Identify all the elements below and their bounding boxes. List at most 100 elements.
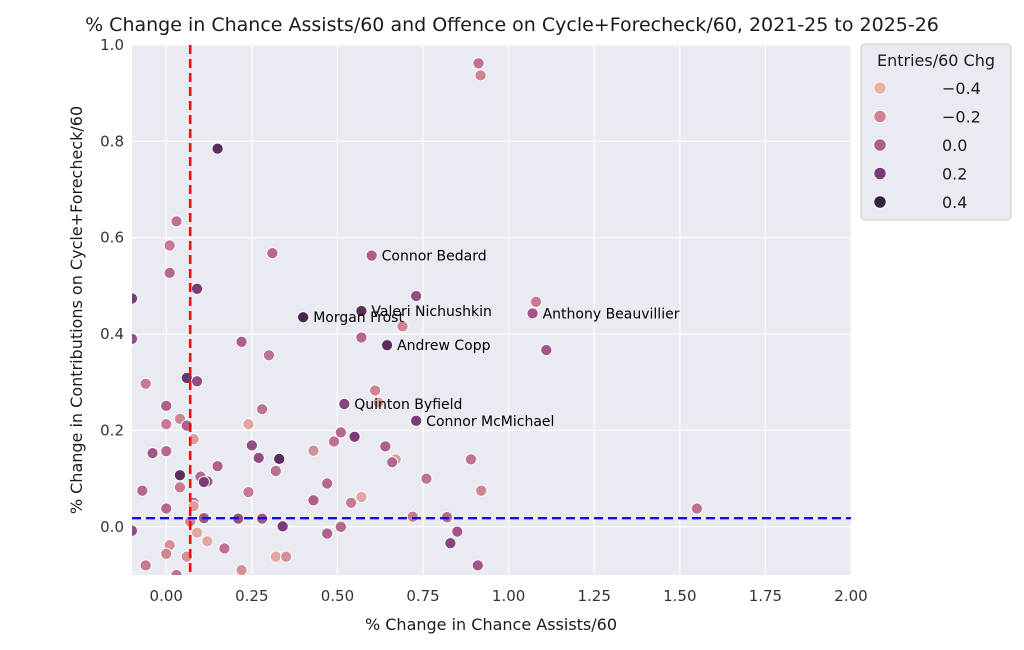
data-point — [338, 397, 351, 411]
data-point — [132, 332, 139, 345]
data-point — [245, 439, 258, 452]
data-point — [160, 445, 173, 458]
data-point — [451, 525, 464, 538]
legend-marker — [873, 166, 887, 181]
legend-label: 0.4 — [942, 193, 967, 212]
data-point — [163, 239, 176, 252]
x-tick-label: 0.50 — [321, 587, 354, 605]
data-point — [327, 435, 341, 448]
data-point — [472, 57, 485, 70]
data-point — [276, 520, 289, 533]
data-point — [297, 311, 310, 324]
data-point — [191, 375, 204, 388]
x-tick-label: 1.50 — [663, 587, 696, 605]
annotation-label: Connor Bedard — [382, 249, 487, 265]
data-point — [379, 440, 392, 453]
gridlines — [132, 44, 852, 575]
data-point — [256, 403, 269, 416]
data-point — [218, 542, 231, 555]
y-tick-label: 1.0 — [100, 36, 124, 54]
data-point — [540, 343, 553, 357]
data-point — [526, 307, 539, 320]
data-point — [173, 469, 186, 482]
annotation-label: Connor McMichael — [426, 414, 554, 430]
reference-lines — [132, 45, 851, 575]
y-tick-label: 0.2 — [100, 421, 124, 439]
legend-box — [860, 43, 1012, 221]
legend-label: 0.0 — [942, 136, 967, 155]
data-point — [235, 564, 248, 575]
x-tick-label: 1.00 — [492, 587, 525, 605]
data-point — [280, 550, 293, 563]
data-point — [269, 550, 282, 563]
data-point — [269, 464, 282, 477]
y-tick-label: 0.4 — [100, 325, 124, 343]
data-point — [355, 304, 368, 318]
data-point — [474, 69, 487, 82]
annotation-label: Quinton Byfield — [354, 397, 462, 413]
data-point — [163, 266, 176, 279]
data-point — [235, 335, 248, 348]
data-point — [475, 484, 488, 497]
data-point — [197, 475, 210, 489]
data-point — [369, 384, 382, 397]
x-tick-label: 0.25 — [235, 587, 268, 605]
chart-title: % Change in Chance Assists/60 and Offenc… — [85, 14, 939, 36]
data-point — [170, 568, 183, 575]
x-tick-label: 2.00 — [834, 587, 867, 605]
data-point — [170, 215, 183, 228]
data-point — [160, 418, 173, 431]
data-point — [173, 481, 186, 494]
data-point — [273, 452, 286, 465]
legend-marker — [873, 138, 887, 152]
legend-label: −0.2 — [942, 108, 981, 127]
data-point — [160, 399, 173, 412]
legend-label: 0.2 — [942, 165, 967, 184]
data-point — [201, 535, 214, 548]
x-tick-label: 0.00 — [150, 587, 183, 605]
data-point — [372, 396, 385, 409]
data-point — [464, 453, 478, 466]
data-point — [334, 426, 347, 439]
data-point — [406, 510, 419, 523]
y-axis-ticks: 0.0 0.2 0.4 0.6 0.8 1.0 — [100, 36, 124, 536]
legend-label: −0.4 — [942, 79, 981, 98]
data-point — [386, 456, 399, 469]
data-point — [132, 292, 139, 305]
data-point — [139, 377, 152, 390]
data-point — [348, 430, 361, 443]
data-point — [365, 249, 378, 262]
data-point — [307, 494, 320, 507]
data-point — [160, 502, 173, 515]
annotation-label: Valeri Nichushkin — [371, 304, 492, 320]
annotation-label: Andrew Copp — [397, 338, 491, 354]
y-tick-label: 0.0 — [100, 518, 124, 536]
data-point — [132, 524, 139, 537]
x-tick-label: 0.75 — [406, 587, 439, 605]
data-point — [160, 547, 173, 560]
data-point — [307, 444, 320, 457]
legend: Entries/60 Chg −0.4 −0.2 0.0 0.2 0.4 — [860, 43, 1012, 221]
data-point — [139, 559, 152, 572]
x-tick-label: 1.75 — [749, 587, 782, 605]
data-point — [211, 142, 224, 155]
data-point — [321, 477, 334, 490]
annotation-label: Morgan Frost — [313, 310, 404, 326]
y-axis-label: % Change in Contributions on Cycle+Forec… — [67, 106, 86, 514]
data-point — [410, 289, 423, 303]
data-point — [381, 339, 394, 352]
data-point — [266, 247, 279, 260]
data-point — [355, 490, 368, 503]
data-point — [444, 537, 457, 550]
data-point — [690, 502, 703, 515]
data-point — [191, 282, 204, 295]
data-point — [396, 320, 409, 333]
data-point — [355, 331, 368, 344]
data-point — [191, 526, 204, 539]
legend-title: Entries/60 Chg — [877, 51, 995, 70]
x-tick-label: 1.25 — [578, 587, 611, 605]
x-axis-ticks: 0.00 0.25 0.50 0.75 1.00 1.25 1.50 1.75 2.00 — [150, 587, 868, 605]
legend-marker — [873, 109, 887, 124]
